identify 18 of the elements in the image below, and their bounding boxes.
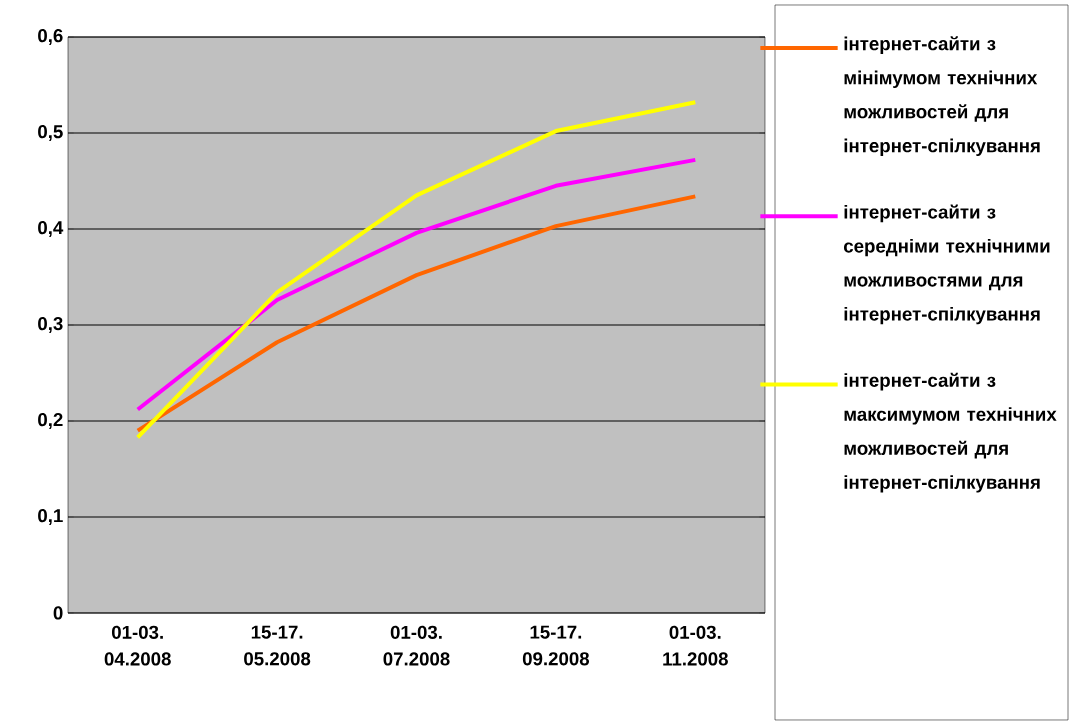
x-tick-label: 01-03. 07.2008 [383,625,450,666]
y-tick-label: 0,6 [38,29,63,45]
line-series [135,100,698,440]
legend-label: інтернет-сайти з максимумом технічних можливостей для інтернет-спілкування [844,372,1057,493]
y-tick-label: 0,4 [38,221,64,237]
x-tick-label: 15-17. 09.2008 [522,625,590,666]
y-tick-label: 0,2 [38,413,63,429]
y-tick-label: 0,3 [38,317,63,333]
y-tick-label: 0,5 [38,125,63,141]
x-tick-label: 15-17. 05.2008 [244,625,311,666]
y-tick-label: 0,1 [38,509,63,525]
legend-label: інтернет-сайти з середніми технічними можливостями для інтернет-спілкування [844,204,1050,325]
x-tick-label: 01-03. 04.2008 [104,625,171,666]
legend-label: інтернет-сайти з мінімумом технічних можливостей для інтернет-спілкування [844,36,1040,157]
line-series [135,157,698,412]
line-series [135,194,698,433]
y-tick-label: 0 [53,606,63,620]
x-tick-label: 01-03. 11.2008 [663,625,728,666]
